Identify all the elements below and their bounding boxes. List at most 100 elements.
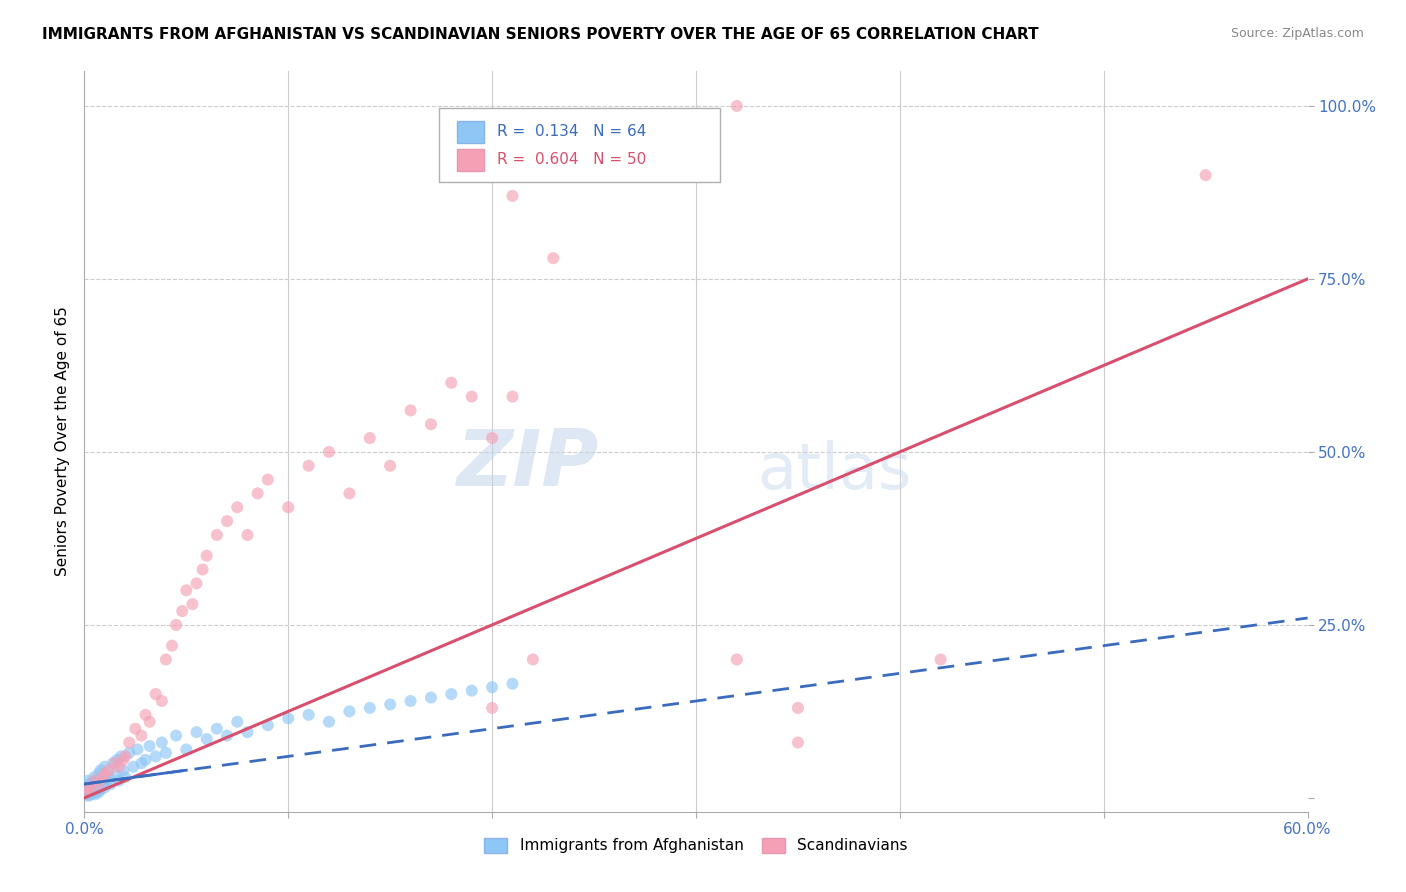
Text: atlas: atlas xyxy=(758,440,911,502)
Point xyxy=(1195,168,1218,182)
Point xyxy=(725,99,748,113)
Point xyxy=(93,780,115,795)
Point xyxy=(440,687,463,701)
Point xyxy=(87,766,110,780)
Point xyxy=(75,785,97,799)
Text: IMMIGRANTS FROM AFGHANISTAN VS SCANDINAVIAN SENIORS POVERTY OVER THE AGE OF 65 C: IMMIGRANTS FROM AFGHANISTAN VS SCANDINAV… xyxy=(42,27,1039,42)
Point xyxy=(104,756,127,771)
Point xyxy=(502,189,524,203)
Point xyxy=(79,782,101,797)
Point xyxy=(481,680,503,694)
Point xyxy=(725,652,748,666)
Point xyxy=(75,784,97,798)
Point xyxy=(543,251,565,265)
Point xyxy=(165,618,187,632)
Point xyxy=(787,735,810,749)
Point xyxy=(461,683,484,698)
Point xyxy=(186,725,208,739)
Point xyxy=(236,528,259,542)
Point xyxy=(522,652,544,666)
Point xyxy=(359,431,381,445)
Bar xyxy=(457,149,484,171)
Point xyxy=(399,403,422,417)
Point xyxy=(77,780,100,795)
Point xyxy=(174,742,197,756)
FancyBboxPatch shape xyxy=(439,109,720,183)
Point xyxy=(112,763,135,777)
Y-axis label: Seniors Poverty Over the Age of 65: Seniors Poverty Over the Age of 65 xyxy=(55,307,70,576)
Point xyxy=(86,784,108,798)
Point xyxy=(318,445,340,459)
Point xyxy=(481,701,503,715)
Point xyxy=(420,417,443,432)
Point xyxy=(131,729,153,743)
Point xyxy=(150,735,173,749)
Point xyxy=(135,753,157,767)
Point xyxy=(77,789,100,803)
Point xyxy=(174,583,197,598)
Point xyxy=(359,701,381,715)
Point xyxy=(226,500,249,515)
Point xyxy=(205,528,228,542)
Point xyxy=(90,763,112,777)
Point xyxy=(135,707,157,722)
Point xyxy=(145,749,167,764)
Point xyxy=(298,707,321,722)
Point xyxy=(502,390,524,404)
Point xyxy=(195,549,218,563)
Point xyxy=(112,753,135,767)
Point xyxy=(77,785,100,799)
Point xyxy=(118,746,141,760)
Text: ZIP: ZIP xyxy=(456,425,598,502)
Bar xyxy=(457,121,484,144)
Point xyxy=(191,563,214,577)
Point xyxy=(155,746,177,760)
Point xyxy=(100,777,122,791)
Point xyxy=(165,729,187,743)
Point xyxy=(79,779,101,793)
Point xyxy=(380,698,402,712)
Point xyxy=(124,722,146,736)
Point xyxy=(108,760,131,774)
Point xyxy=(87,777,110,791)
Point xyxy=(79,782,101,797)
Point xyxy=(77,777,100,791)
Point xyxy=(91,770,114,784)
Point xyxy=(257,473,280,487)
Point xyxy=(83,780,105,795)
Point xyxy=(122,760,145,774)
Point xyxy=(138,714,160,729)
Point xyxy=(217,729,239,743)
Point xyxy=(236,725,259,739)
Point xyxy=(226,714,249,729)
Point xyxy=(205,722,228,736)
Point xyxy=(929,652,952,666)
Point xyxy=(420,690,443,705)
Text: Source: ZipAtlas.com: Source: ZipAtlas.com xyxy=(1230,27,1364,40)
Point xyxy=(186,576,208,591)
Point xyxy=(75,780,97,795)
Point xyxy=(339,486,361,500)
Point xyxy=(93,766,115,780)
Text: R =  0.134   N = 64: R = 0.134 N = 64 xyxy=(496,124,645,139)
Point xyxy=(145,687,167,701)
Point xyxy=(104,766,127,780)
Point xyxy=(83,788,105,802)
Point xyxy=(97,770,120,784)
Point xyxy=(318,714,340,729)
Point xyxy=(160,639,183,653)
Point xyxy=(131,756,153,771)
Point xyxy=(105,753,128,767)
Point xyxy=(217,514,239,528)
Point xyxy=(481,431,503,445)
Point xyxy=(77,773,100,788)
Point xyxy=(91,777,114,791)
Point xyxy=(461,390,484,404)
Point xyxy=(298,458,321,473)
Point xyxy=(399,694,422,708)
Point xyxy=(108,773,131,788)
Legend: Immigrants from Afghanistan, Scandinavians: Immigrants from Afghanistan, Scandinavia… xyxy=(478,832,914,860)
Point xyxy=(86,773,108,788)
Point xyxy=(83,770,105,784)
Point xyxy=(118,735,141,749)
